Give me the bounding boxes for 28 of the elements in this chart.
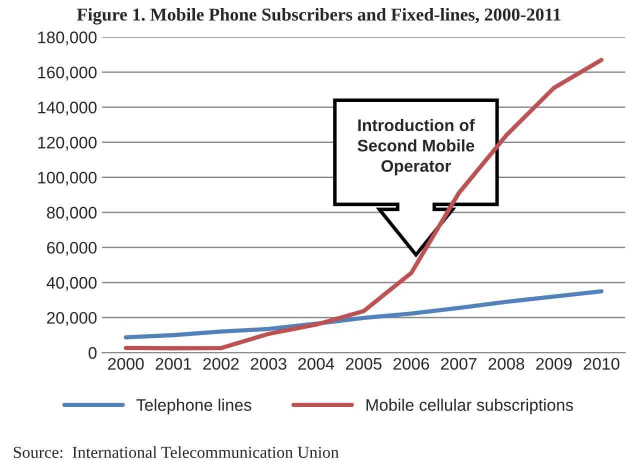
legend-label: Telephone lines <box>136 398 252 414</box>
x-tick-label: 2005 <box>346 358 382 370</box>
y-tick-label: 60,000 <box>47 242 97 256</box>
y-tick-label: 20,000 <box>47 312 97 326</box>
y-tick-label: 140,000 <box>38 102 97 116</box>
x-tick-label: 2003 <box>250 358 286 370</box>
x-tick-label: 2007 <box>441 358 476 370</box>
annotation: Introduction of Second Mobile Operator <box>358 118 475 176</box>
y-tick-label: 120,000 <box>38 136 97 150</box>
y-tick-label: 180,000 <box>38 32 97 46</box>
x-tick-label: 2010 <box>584 358 620 370</box>
y-tick-label: 80,000 <box>46 206 97 221</box>
chart-title: Figure 1. Mobile Phone Subscribers and Fixed-lines, 2000-2011 <box>76 8 560 24</box>
x-tick-label: 2002 <box>203 358 239 370</box>
x-tick-label: 2004 <box>298 358 334 370</box>
x-tick-label: 2001 <box>156 358 192 370</box>
y-tick-label: 160,000 <box>38 66 97 80</box>
y-tick-label: 100,000 <box>38 172 97 186</box>
x-tick-label: 2000 <box>108 358 144 370</box>
line-series <box>124 58 604 350</box>
line-series <box>124 289 604 340</box>
legend-label: Mobile cellular subscriptions <box>366 398 574 414</box>
x-tick-label: 2009 <box>536 358 572 370</box>
y-tick-label: 40,000 <box>46 276 97 291</box>
x-tick-label: 2008 <box>488 358 524 370</box>
y-tick-label: 0 <box>88 347 97 359</box>
x-tick-label: 2006 <box>394 358 430 370</box>
source-note: Source: International Telecommunication Union <box>14 446 339 458</box>
